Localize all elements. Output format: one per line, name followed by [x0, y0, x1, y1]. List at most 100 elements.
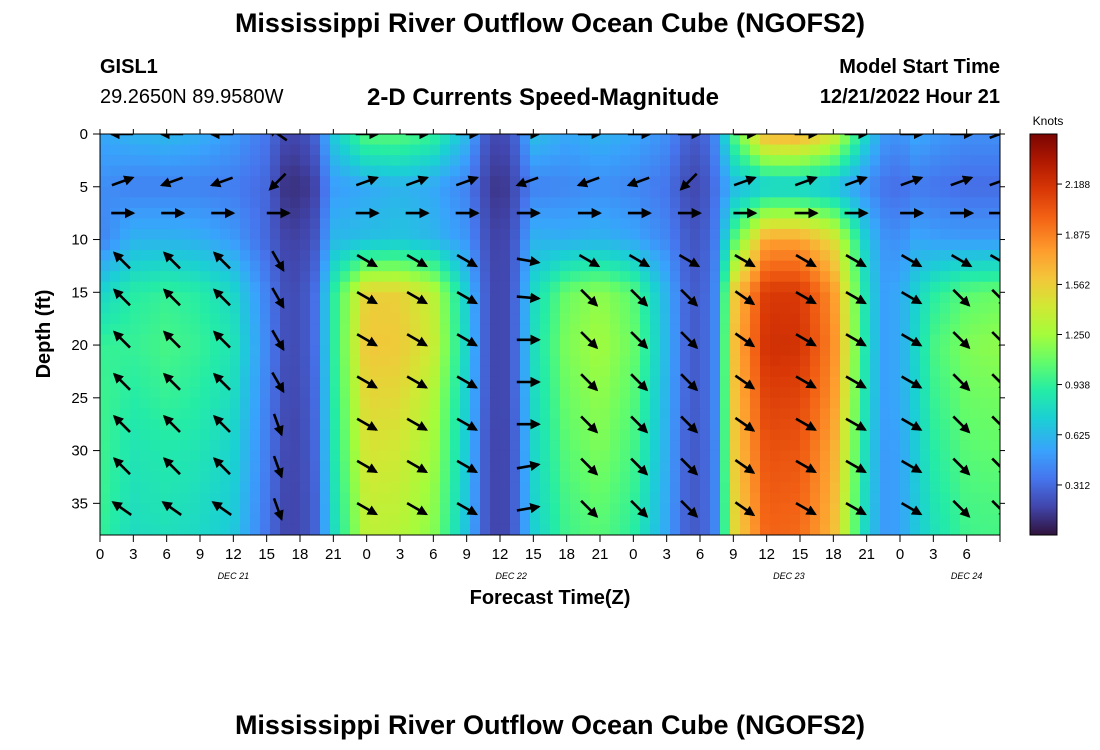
heatmap-cell: [170, 144, 181, 156]
heatmap-cell: [900, 471, 911, 483]
heatmap-cell: [670, 165, 681, 177]
heatmap-cell: [350, 461, 361, 473]
heatmap-cell: [260, 440, 271, 452]
heatmap-cell: [580, 334, 591, 346]
heatmap-cell: [740, 408, 751, 420]
heatmap-cell: [910, 471, 921, 483]
heatmap-cell: [230, 334, 241, 346]
heatmap-cell: [840, 503, 851, 515]
heatmap-cell: [880, 513, 891, 526]
heatmap-cell: [230, 513, 241, 526]
heatmap-cell: [620, 492, 631, 504]
heatmap-cell: [450, 165, 461, 177]
heatmap-cell: [520, 429, 531, 441]
heatmap-cell: [170, 134, 181, 146]
heatmap-cell: [320, 228, 331, 241]
heatmap-cell: [180, 165, 191, 177]
heatmap-cell: [480, 176, 491, 188]
heatmap-cell: [690, 387, 701, 399]
heatmap-cell: [850, 524, 861, 535]
heatmap-cell: [310, 260, 321, 272]
current-arrow: [680, 373, 699, 392]
heatmap-cell: [680, 281, 691, 293]
heatmap-cell: [620, 186, 631, 198]
heatmap-cell: [720, 376, 731, 388]
heatmap-cell: [840, 218, 851, 230]
heatmap-cell: [310, 334, 321, 346]
x-tick-label: 15: [792, 546, 809, 563]
heatmap-cell: [970, 345, 981, 357]
heatmap-cell: [660, 250, 671, 262]
heatmap-cell: [580, 366, 591, 378]
heatmap-cell: [320, 397, 331, 409]
heatmap-cell: [890, 207, 901, 220]
heatmap-cell: [850, 228, 861, 241]
heatmap-cell: [140, 271, 151, 283]
heatmap-cell: [700, 429, 711, 441]
heatmap-cell: [730, 461, 741, 473]
heatmap-cell: [800, 345, 811, 357]
heatmap-cell: [590, 281, 601, 293]
heatmap-cell: [660, 271, 671, 283]
heatmap-cell: [260, 239, 271, 251]
heatmap-cell: [700, 186, 711, 198]
heatmap-cell: [960, 197, 971, 209]
heatmap-cell: [320, 387, 331, 399]
heatmap-cell: [290, 207, 301, 220]
heatmap-cell: [960, 186, 971, 198]
heatmap-cell: [950, 334, 961, 346]
heatmap-cell: [490, 418, 501, 431]
heatmap-cell: [570, 260, 581, 272]
heatmap-cell: [890, 345, 901, 357]
heatmap-cell: [960, 313, 971, 325]
heatmap-cell: [770, 345, 781, 357]
heatmap-cell: [650, 418, 661, 431]
heatmap-cell: [960, 271, 971, 283]
heatmap-cell: [290, 482, 301, 494]
heatmap-cell: [900, 366, 911, 378]
heatmap-cell: [310, 482, 321, 494]
heatmap-cell: [130, 461, 141, 473]
heatmap-cell: [400, 387, 411, 399]
heatmap-cell: [530, 355, 541, 367]
heatmap-cell: [930, 482, 941, 494]
heatmap-cell: [380, 376, 391, 388]
heatmap-cell: [540, 503, 551, 515]
heatmap-cell: [920, 271, 931, 283]
heatmap-cell: [950, 239, 961, 251]
current-arrow: [406, 253, 429, 268]
heatmap-cell: [380, 503, 391, 515]
heatmap-cell: [830, 440, 841, 452]
heatmap-cell: [970, 355, 981, 367]
heatmap-cell: [180, 155, 191, 167]
heatmap-cell: [350, 524, 361, 535]
heatmap-cell: [420, 397, 431, 409]
heatmap-cell: [190, 228, 201, 241]
heatmap-cell: [410, 471, 421, 483]
heatmap-cell: [850, 144, 861, 156]
heatmap-cell: [200, 323, 211, 336]
heatmap-cell: [800, 155, 811, 167]
heatmap-cell: [150, 313, 161, 325]
heatmap-cell: [840, 155, 851, 167]
heatmap-cell: [580, 482, 591, 494]
heatmap-cell: [170, 228, 181, 241]
heatmap-cell: [570, 387, 581, 399]
heatmap-cell: [930, 197, 941, 209]
heatmap-cell: [280, 281, 291, 293]
heatmap-cell: [390, 323, 401, 336]
heatmap-cell: [880, 186, 891, 198]
heatmap-cell: [400, 345, 411, 357]
heatmap-cell: [350, 207, 361, 220]
current-arrow: [734, 253, 756, 268]
heatmap-cell: [440, 134, 451, 146]
heatmap-cell: [140, 503, 151, 515]
heatmap-cell: [220, 197, 231, 209]
heatmap-cell: [770, 313, 781, 325]
heatmap-cell: [760, 376, 771, 388]
heatmap-cell: [740, 134, 751, 146]
current-arrow: [630, 331, 649, 350]
heatmap-cell: [910, 387, 921, 399]
current-arrow: [111, 501, 132, 516]
heatmap-cell: [710, 334, 721, 346]
